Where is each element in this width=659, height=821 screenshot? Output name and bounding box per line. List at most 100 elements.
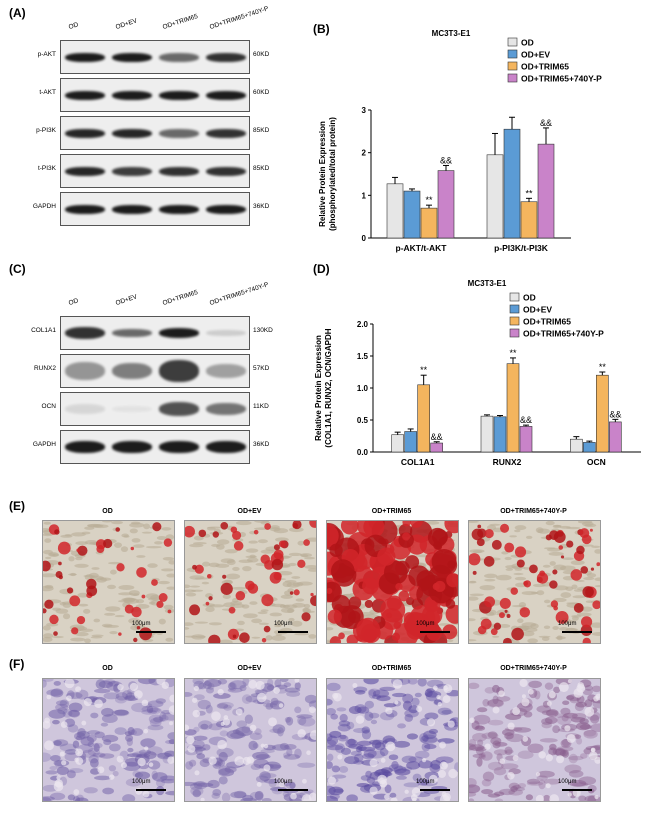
calcium-nodule [66, 587, 74, 594]
stained-cell [100, 722, 109, 727]
clear-area [211, 711, 221, 721]
cell [577, 521, 593, 524]
stained-cell [219, 730, 229, 737]
stained-cell [473, 714, 491, 725]
stained-cell [232, 729, 240, 735]
calcium-nodule [432, 582, 440, 591]
stained-cell [271, 744, 290, 751]
clear-area [142, 790, 150, 798]
clear-area [256, 692, 267, 703]
stained-cell [363, 679, 379, 685]
calcium-nodule [433, 541, 442, 550]
y-tick-label: 0 [362, 234, 367, 243]
stained-cell [544, 716, 558, 725]
stained-cell [73, 796, 81, 801]
calcium-nodule [103, 538, 113, 549]
calcium-nodule [263, 625, 271, 633]
clear-area [61, 760, 67, 766]
calcium-nodule [118, 632, 122, 636]
calcium-nodule [271, 558, 284, 571]
cell [280, 607, 295, 613]
stained-cell [218, 765, 231, 776]
clear-area [439, 761, 448, 770]
cell [501, 551, 509, 555]
clear-area [411, 797, 417, 801]
clear-area [83, 698, 92, 707]
stained-cell [66, 770, 76, 779]
stained-cell [472, 753, 486, 759]
cell [44, 538, 52, 543]
calcium-nodule [500, 523, 510, 533]
stained-cell [102, 787, 114, 795]
stained-cell [43, 797, 52, 801]
stained-cell [242, 679, 250, 687]
kd-label: 36KD [253, 441, 270, 448]
blot-band [205, 403, 246, 415]
clear-area [260, 743, 265, 748]
stained-cell [568, 769, 584, 778]
clear-area [432, 685, 438, 691]
stained-cell [227, 682, 236, 691]
cell [469, 639, 477, 642]
micrograph-title: OD [102, 508, 113, 515]
stained-cell [487, 731, 498, 739]
calcium-nodule [131, 606, 142, 618]
clear-area [185, 724, 190, 732]
stained-cell [486, 699, 505, 708]
cell [514, 525, 527, 531]
stained-cell [564, 764, 582, 774]
cell [288, 562, 297, 567]
calcium-nodule [330, 559, 355, 583]
micrograph: 100μm [326, 520, 459, 644]
clear-area [426, 718, 436, 727]
calcium-nodule [228, 606, 236, 614]
stained-cell [122, 690, 133, 700]
legend-label: OD+TRIM65+740Y-P [523, 329, 604, 339]
calcium-nodule [189, 604, 201, 616]
clear-area [263, 764, 271, 772]
clear-area [522, 736, 529, 742]
calcium-nodule [431, 549, 457, 575]
stained-cell [364, 700, 375, 709]
clear-area [521, 698, 530, 707]
stained-cell [277, 727, 284, 737]
kd-label: 11KD [253, 403, 269, 410]
cell [235, 521, 252, 526]
cell [426, 521, 440, 525]
stained-cell [147, 724, 164, 731]
cell [300, 554, 309, 558]
calcium-nodule [580, 566, 589, 574]
cell [297, 540, 305, 546]
panel-label-d: (D) [313, 262, 330, 276]
clear-area [193, 685, 199, 692]
cell [185, 589, 197, 593]
stained-cell [59, 743, 77, 752]
blot-row [60, 40, 250, 74]
calcium-nodule [208, 596, 213, 601]
cell [525, 535, 533, 539]
clear-area [64, 679, 75, 689]
stained-cell [526, 781, 544, 786]
cell [546, 547, 561, 552]
stained-cell [147, 700, 164, 708]
clear-area [297, 729, 306, 738]
calcium-nodule [582, 586, 594, 598]
clear-area [141, 699, 149, 707]
calcium-nodule [498, 612, 505, 619]
calcium-nodule [139, 627, 152, 641]
bar [404, 431, 417, 453]
micrograph-texture [185, 521, 316, 643]
stained-cell [68, 768, 84, 774]
cell [109, 630, 118, 635]
calcium-nodule [245, 580, 255, 591]
calcium-nodule [71, 627, 79, 635]
significance-mark: ** [509, 348, 517, 358]
cell [162, 557, 174, 561]
stained-cell [244, 714, 253, 724]
calcium-nodule [327, 524, 339, 548]
blot-band [158, 328, 199, 338]
stained-cell [406, 733, 418, 740]
calcium-nodule [278, 540, 286, 548]
clear-area [590, 747, 596, 753]
micrograph: 100μm [184, 520, 317, 644]
